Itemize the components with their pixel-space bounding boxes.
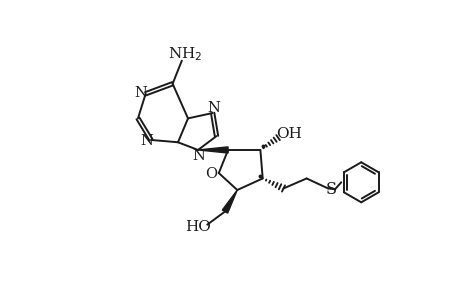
Text: S: S xyxy=(325,182,336,199)
Text: N: N xyxy=(140,134,153,148)
Text: N: N xyxy=(192,149,205,163)
Polygon shape xyxy=(197,147,228,153)
Text: HO: HO xyxy=(185,220,211,234)
Text: NH$_2$: NH$_2$ xyxy=(168,46,202,63)
Text: O: O xyxy=(205,167,217,181)
Text: N: N xyxy=(134,86,146,100)
Polygon shape xyxy=(222,190,237,213)
Text: N: N xyxy=(207,100,219,115)
Text: OH: OH xyxy=(275,127,301,141)
